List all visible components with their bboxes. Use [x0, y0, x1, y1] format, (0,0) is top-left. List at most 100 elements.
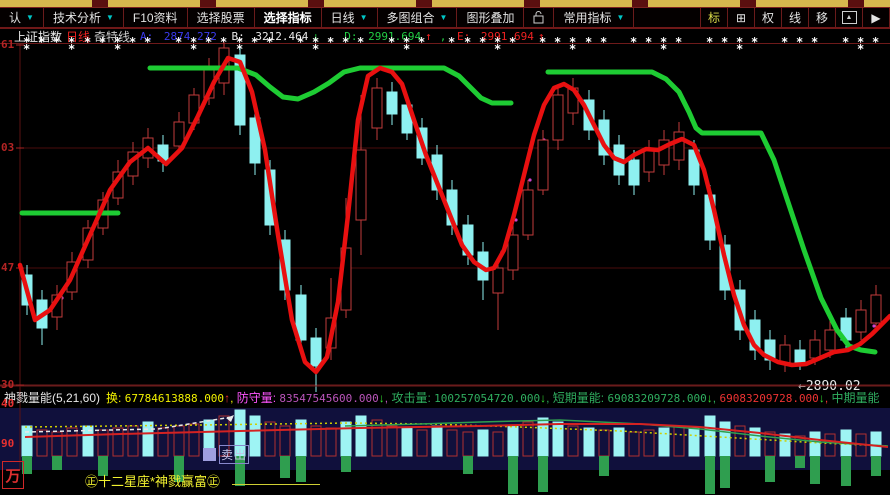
grid-layout-icon[interactable]: ⊞ — [728, 8, 755, 27]
chevron-down-icon[interactable]: ▼ — [439, 12, 448, 22]
field: E: 2991.694 ↑ — [457, 29, 545, 43]
y-axis-label: 30 — [1, 378, 15, 391]
toolbar-item-label: F10资料 — [132, 11, 178, 25]
chevron-down-icon[interactable]: ▼ — [105, 12, 114, 22]
signal-star-icon: * — [751, 35, 758, 49]
signal-star-icon: * — [236, 35, 243, 49]
move-button[interactable]: 移 — [809, 8, 836, 27]
candlestick — [234, 54, 246, 126]
panel-up-icon: ▲ — [841, 11, 857, 24]
candlestick — [628, 159, 640, 186]
signal-star-icon: * — [857, 42, 864, 56]
volume-bar-negative — [174, 456, 184, 482]
volume-bar-negative — [765, 456, 775, 482]
mark-button[interactable]: 标 — [701, 8, 728, 27]
volume-indicator-chart[interactable] — [0, 385, 890, 495]
volume-bar — [416, 429, 428, 457]
volume-bar-negative — [810, 456, 820, 484]
signal-star-icon: * — [190, 42, 197, 56]
candlestick — [295, 294, 307, 341]
volume-bar — [264, 421, 276, 457]
candlestick — [371, 87, 383, 129]
signal-star-icon: * — [706, 35, 713, 49]
signal-star-icon: * — [53, 35, 60, 49]
toolbar-item-9[interactable]: 常用指标 ▼ — [554, 8, 635, 27]
volume-bar-negative — [538, 456, 548, 492]
volume-bar — [218, 415, 230, 457]
toolbar-item-6[interactable]: 多图组合 ▼ — [378, 8, 458, 27]
field: D: 2991.694 ↑ — [344, 29, 432, 43]
y-axis-label: 61 — [1, 38, 15, 51]
signal-star-icon: * — [554, 35, 561, 49]
window-top-strip — [0, 0, 890, 8]
y-axis-label: 40 — [1, 397, 15, 410]
signal-star-icon: * — [190, 35, 197, 49]
signal-star-icon: * — [342, 35, 349, 49]
signal-star-icon: * — [539, 35, 546, 49]
signal-star-icon: * — [781, 35, 788, 49]
candlestick — [824, 329, 836, 351]
toolbar-item-0[interactable]: 认 ▼ — [0, 8, 44, 27]
signal-star-icon: * — [721, 35, 728, 49]
candlestick — [386, 91, 398, 115]
signal-star-icon: * — [660, 42, 667, 56]
volume-bar — [507, 425, 519, 457]
volume-bar — [401, 427, 413, 457]
volume-bar-negative — [98, 456, 108, 476]
line-button[interactable]: 线 — [782, 8, 809, 27]
volume-bar-negative — [871, 456, 881, 476]
toolbar-item-5[interactable]: 日线 ▼ — [322, 8, 378, 27]
signal-star-icon: * — [418, 35, 425, 49]
candlestick — [249, 117, 261, 164]
signal-star-icon: * — [388, 35, 395, 49]
volume-bar — [21, 425, 33, 457]
volume-bar — [36, 429, 48, 457]
volume-bar — [870, 431, 882, 457]
candlestick — [492, 267, 504, 294]
toolbar-item-7[interactable]: 图形叠加 — [457, 8, 525, 27]
chevron-down-icon[interactable]: ▼ — [616, 12, 625, 22]
volume-indicator-values: 换: 67784613888.000↑, 防守量: 83547545600.00… — [106, 391, 880, 405]
candlestick — [173, 121, 185, 147]
panel-up-icon[interactable]: ▲ — [836, 8, 863, 27]
lock-icon[interactable] — [524, 8, 555, 27]
signal-star-icon: * — [68, 35, 75, 49]
separator: , — [384, 391, 392, 405]
symbol-name[interactable]: 上证指数 — [14, 29, 63, 44]
signal-star-icon: * — [796, 35, 803, 49]
signal-star-icon: * — [23, 35, 30, 49]
volume-bar — [386, 425, 398, 457]
candlestick — [809, 339, 821, 359]
toolbar-item-4[interactable]: 选择指标 — [255, 8, 322, 27]
trailing-stop-line — [545, 69, 878, 355]
chevron-down-icon[interactable]: ▼ — [359, 12, 368, 22]
candlestick — [870, 294, 882, 324]
volume-bar-negative — [795, 456, 805, 468]
toolbar-item-label: 选择股票 — [196, 11, 245, 25]
toolbar-item-label: 日线 — [330, 11, 355, 25]
toolbar-spacer — [634, 8, 701, 27]
toolbar-item-2[interactable]: F10资料 — [124, 8, 188, 27]
volume-bar — [734, 425, 746, 457]
rights-button[interactable]: 权 — [755, 8, 782, 27]
volume-bar — [809, 431, 821, 457]
unit-label: 万 — [2, 461, 24, 489]
signal-star-icon: * — [129, 35, 136, 49]
period-label[interactable]: 日线 — [66, 29, 91, 44]
chevron-down-icon[interactable]: ▼ — [26, 12, 34, 22]
toolbar-item-3[interactable]: 选择股票 — [188, 8, 255, 27]
next-icon[interactable]: ▶ — [863, 8, 890, 27]
statusbar-indicator-name[interactable]: ㊣十二星座*神戮赢富㊣ — [85, 474, 221, 489]
indicator-name[interactable]: 奇特线 — [94, 29, 131, 44]
toolbar-item-1[interactable]: 技术分析 ▼ — [44, 8, 124, 27]
signal-star-icon: * — [660, 35, 667, 49]
white-dashed-trendline — [157, 416, 233, 430]
main-price-chart[interactable]: ** * * ** * * ** * * * ** * * * * * ** * * * * ** * * * * ** * * * ** *… — [0, 35, 890, 394]
signal-star-icon: * — [403, 42, 410, 56]
volume-bar — [613, 427, 625, 457]
signal-star-icon: * — [736, 42, 743, 56]
volume-indicator-title[interactable]: 神戮量能(5,21,60) — [4, 391, 101, 405]
signal-star-icon: * — [494, 42, 501, 56]
toolbar-item-label: 选择指标 — [263, 11, 312, 25]
signal-star-icon: * — [675, 35, 682, 49]
